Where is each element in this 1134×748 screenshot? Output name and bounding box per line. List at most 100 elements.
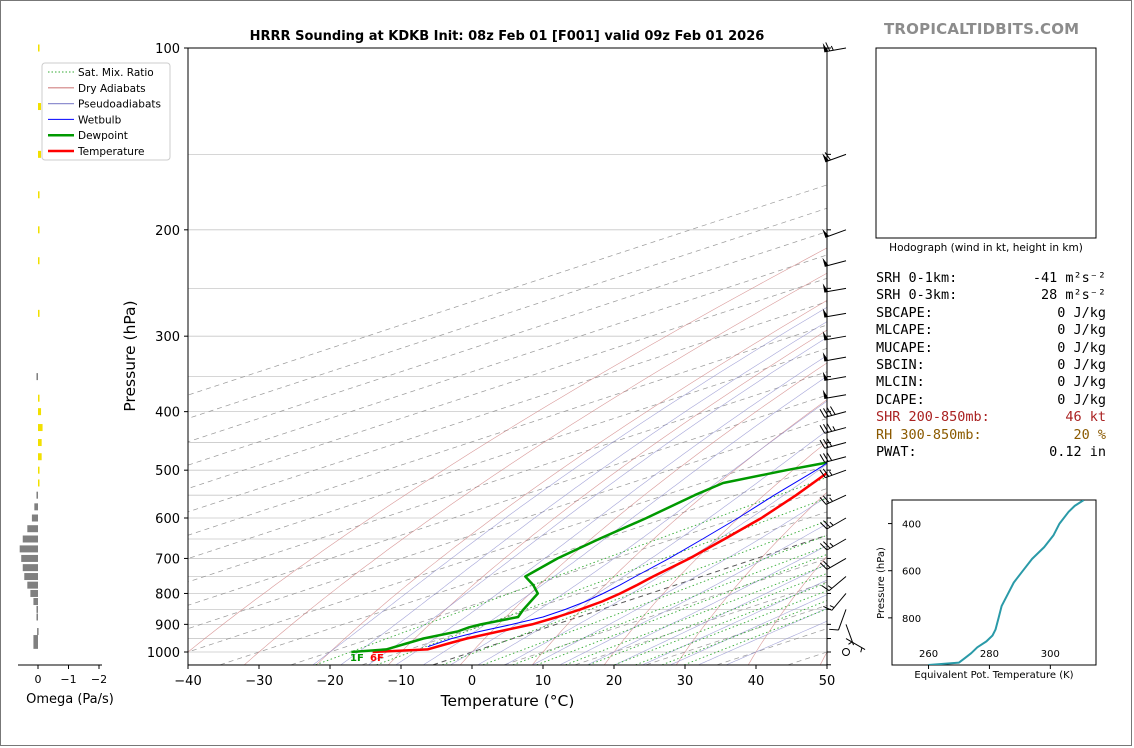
- omega-bar: [36, 613, 38, 621]
- barb-full: [826, 438, 833, 447]
- wind-barb: [845, 638, 866, 653]
- hodograph-panel: 20101020304012369RMLMHodograph (wind in …: [875, 47, 1097, 254]
- barb-full: [823, 541, 831, 549]
- barb-full: [825, 42, 831, 52]
- barb-full: [822, 495, 830, 504]
- pseudoadiabat: [532, 496, 827, 665]
- barb-staff: [825, 494, 847, 505]
- stat-row: MLCAPE: 0 J/kg: [876, 322, 1106, 339]
- wind-barb: [819, 406, 847, 418]
- wind-barb: [819, 538, 847, 551]
- barb-half: [830, 45, 834, 51]
- mixing-ratio-label: 4: [961, 461, 966, 470]
- stat-value: 0 J/kg: [1057, 322, 1106, 339]
- omega-bar: [38, 394, 40, 402]
- legend-label: Pseudoadiabats: [78, 99, 161, 111]
- stat-value: 0.12 in: [1049, 444, 1106, 461]
- hodograph-frame: [875, 47, 1097, 239]
- omega-bar: [33, 598, 38, 606]
- dry-adiabat: [604, 441, 827, 665]
- omega-bar: [38, 257, 40, 265]
- theta-e-line: [928, 500, 1085, 665]
- barb-staff: [826, 538, 847, 551]
- barb-full: [823, 408, 829, 417]
- omega-axis-label: Omega (Pa/s): [26, 692, 114, 707]
- barb-staff: [824, 394, 847, 400]
- wind-barb: [822, 283, 847, 293]
- theta-e-x-tick-label: 260: [919, 649, 938, 660]
- isotherm: [188, 371, 827, 583]
- barb-flag: [822, 371, 829, 381]
- isotherm: [290, 488, 827, 665]
- isotherm: [432, 534, 827, 665]
- omega-bar: [30, 589, 38, 597]
- theta-e-plot: [928, 500, 1085, 665]
- pseudoadiabat: [559, 523, 827, 665]
- hodograph-caption: Hodograph (wind in kt, height in km): [889, 242, 1083, 254]
- wind-barb: [819, 558, 847, 570]
- mixing-ratio-label: 2: [900, 461, 905, 470]
- barb-flag: [822, 308, 829, 318]
- pseudoadiabat: [450, 400, 827, 665]
- wind-barb: [822, 257, 847, 267]
- theta-e-y-tick-label: 800: [902, 614, 921, 625]
- theta-e-panel: 260 280 300 400 600 800 Equivalent Pot. Temper…: [876, 499, 1097, 681]
- omega-tick-label: 0: [35, 673, 42, 686]
- wind-barb: [822, 42, 847, 53]
- legend-label: Sat. Mix. Ratio: [78, 67, 154, 79]
- stat-row: PWAT: 0.12 in: [876, 444, 1106, 461]
- wind-barb: [823, 593, 847, 611]
- stat-row: MLCIN: 0 J/kg: [876, 374, 1106, 391]
- stat-label: DCAPE:: [876, 391, 925, 408]
- pseudoadiabat: [587, 545, 827, 665]
- barb-full: [819, 409, 826, 418]
- wind-barb: [819, 468, 847, 479]
- calm-circle: [842, 648, 850, 656]
- y-tick-label: 1000: [147, 646, 180, 661]
- stat-label: SRH 0-3km:: [876, 287, 958, 304]
- y-tick-label: 200: [155, 224, 180, 239]
- stat-value: -41 m²s⁻²: [1032, 270, 1106, 286]
- barb-flag: [822, 42, 829, 52]
- x-tick-label: −20: [316, 674, 343, 689]
- theta-e-frame: [891, 499, 1097, 666]
- mixing-ratio-label: 13: [1072, 461, 1082, 470]
- omega-bar: [24, 573, 38, 581]
- omega-bar: [19, 545, 38, 553]
- pseudoadiabat: [615, 563, 827, 665]
- legend-label: Wetbulb: [78, 114, 122, 126]
- omega-bar: [31, 514, 38, 522]
- barb-half: [829, 521, 834, 526]
- x-tick-label: 40: [748, 674, 765, 689]
- barb-staff: [831, 593, 847, 611]
- barb-full: [829, 628, 839, 631]
- pseudoadiabat: [368, 337, 827, 665]
- barb-staff: [826, 517, 847, 530]
- barb-flag: [822, 331, 829, 341]
- sounding-parameters: SRH 0-1km: -41 m²s⁻² SRH 0-3km: 28 m²s⁻² SBC…: [876, 270, 1106, 461]
- stat-label: MLCAPE:: [876, 322, 933, 339]
- barb-staff: [824, 260, 847, 267]
- omega-bar: [38, 226, 40, 234]
- pseudoadiabat: [477, 430, 827, 665]
- skewt-frame: [187, 47, 828, 666]
- barb-flag: [822, 257, 829, 267]
- pseudoadiabat: [423, 375, 827, 665]
- stat-value: 20 %: [1073, 426, 1106, 443]
- theta-e-x-tick-label: 280: [980, 649, 999, 660]
- stat-value: 0 J/kg: [1057, 304, 1106, 321]
- omega-tick-label: −2: [91, 673, 107, 686]
- omega-bar: [38, 150, 42, 158]
- omega-bar: [38, 408, 42, 416]
- omega-bar: [38, 44, 40, 52]
- barb-half: [827, 585, 833, 589]
- stat-label: MLCIN:: [876, 374, 925, 391]
- omega-bar: [33, 641, 38, 649]
- y-tick-label: 700: [155, 552, 180, 567]
- barb-full: [823, 424, 829, 433]
- skewt-profiles: [351, 461, 827, 654]
- omega-bar: [38, 466, 40, 474]
- x-tick-label: −10: [387, 674, 414, 689]
